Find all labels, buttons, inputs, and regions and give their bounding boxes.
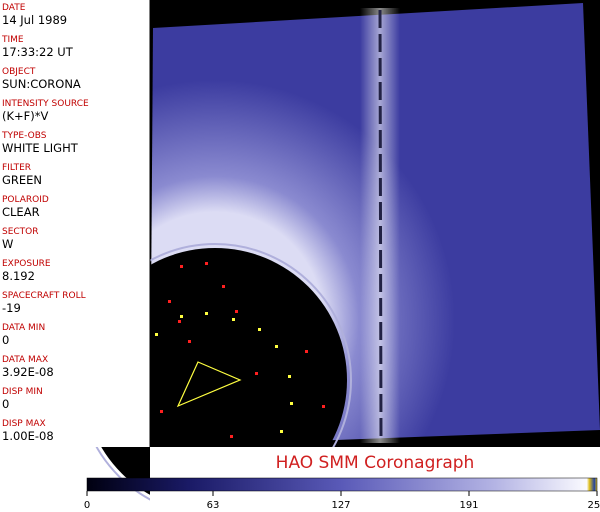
field-label: DISP MAX	[2, 419, 46, 429]
info-panel	[0, 0, 150, 447]
colorbar-tick-label: 63	[207, 500, 220, 511]
field-value: (K+F)*V	[2, 109, 49, 123]
field-label: DATA MIN	[2, 323, 45, 333]
field-value: 3.92E-08	[2, 365, 54, 379]
markers-yellow	[155, 312, 293, 433]
image-title: HAO SMM Coronagraph	[276, 453, 475, 473]
colorbar-tick-label: 127	[331, 500, 350, 511]
field-label: DATA MAX	[2, 355, 48, 365]
field-value: SUN:CORONA	[2, 77, 81, 91]
markers	[160, 262, 325, 438]
field-label: SPACECRAFT ROLL	[2, 291, 86, 301]
field-value: W	[2, 237, 13, 251]
field-value: 0	[2, 333, 9, 347]
field-value: 14 Jul 1989	[2, 13, 67, 27]
field-label: DISP MIN	[2, 387, 43, 397]
field-label: TIME	[1, 35, 24, 45]
field-label: TYPE-OBS	[1, 131, 47, 141]
field-value: 17:33:22 UT	[2, 45, 74, 59]
colorbar	[86, 477, 598, 492]
field-label: DATE	[2, 3, 26, 13]
field-label: SECTOR	[2, 227, 39, 237]
field-value: 0	[2, 397, 9, 411]
field-label: FILTER	[2, 163, 31, 173]
colorbar-tick-label: 191	[459, 500, 478, 511]
field-value: 8.192	[2, 269, 35, 283]
marker-triangle	[176, 361, 242, 408]
field-label: INTENSITY SOURCE	[2, 99, 89, 109]
field-label: OBJECT	[2, 67, 36, 77]
field-label: POLAROID	[2, 195, 49, 205]
field-value: CLEAR	[2, 205, 40, 219]
field-label: EXPOSURE	[2, 259, 51, 269]
field-value: 1.00E-08	[2, 429, 54, 443]
colorbar-tick-label: 255	[587, 500, 600, 511]
field-value: -19	[2, 301, 21, 315]
colorbar-tick-label: 0	[84, 500, 90, 511]
field-value: WHITE LIGHT	[2, 141, 79, 155]
field-value: GREEN	[2, 173, 42, 187]
